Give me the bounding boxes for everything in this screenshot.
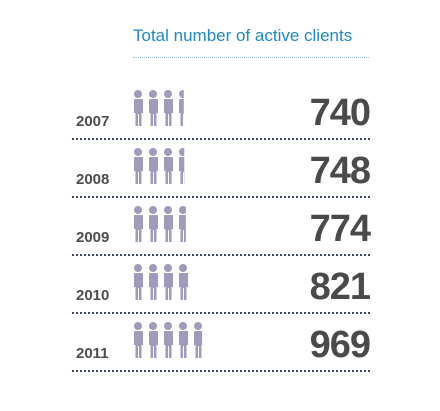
person-icons <box>133 206 186 242</box>
value-label: 740 <box>309 92 371 134</box>
person-icon <box>193 322 203 358</box>
person-icons <box>133 264 188 300</box>
row-divider <box>72 370 370 372</box>
person-icon <box>133 148 143 184</box>
year-label: 2009 <box>76 229 110 246</box>
value-label: 969 <box>309 324 371 366</box>
row-divider <box>72 196 370 198</box>
person-icon <box>148 148 158 184</box>
value-label: 748 <box>309 150 371 192</box>
person-icon <box>178 206 186 242</box>
person-icon <box>178 322 188 358</box>
person-icon <box>148 322 158 358</box>
row-divider <box>72 138 370 140</box>
person-icon <box>163 90 173 126</box>
value-label: 821 <box>309 266 371 308</box>
person-icon <box>133 90 143 126</box>
title-rule <box>133 57 369 58</box>
chart-title: Total number of active clients <box>133 26 353 45</box>
person-icon <box>178 148 185 184</box>
person-icons <box>133 322 203 358</box>
person-icon <box>148 90 158 126</box>
person-icon <box>163 322 173 358</box>
person-icons <box>133 90 184 126</box>
person-icon <box>133 264 143 300</box>
year-label: 2011 <box>76 345 109 362</box>
row-divider <box>72 254 370 256</box>
person-icon <box>163 148 173 184</box>
person-icon <box>178 264 188 300</box>
chart-row-2011: 2011 969 <box>0 314 440 372</box>
chart-row-2009: 2009 774 <box>0 198 440 256</box>
value-label: 774 <box>309 208 371 250</box>
person-icon <box>163 264 173 300</box>
person-icon <box>148 206 158 242</box>
person-icon <box>178 90 184 126</box>
year-label: 2010 <box>76 287 110 304</box>
person-icon <box>148 264 158 300</box>
person-icon <box>133 206 143 242</box>
row-divider <box>72 312 370 314</box>
chart-row-2010: 2010 821 <box>0 256 440 314</box>
year-label: 2008 <box>76 171 110 188</box>
person-icon <box>133 322 143 358</box>
chart-row-2008: 2008 748 <box>0 140 440 198</box>
chart-row-2007: 2007 740 <box>0 82 440 140</box>
person-icons <box>133 148 185 184</box>
person-icon <box>163 206 173 242</box>
year-label: 2007 <box>76 113 110 130</box>
